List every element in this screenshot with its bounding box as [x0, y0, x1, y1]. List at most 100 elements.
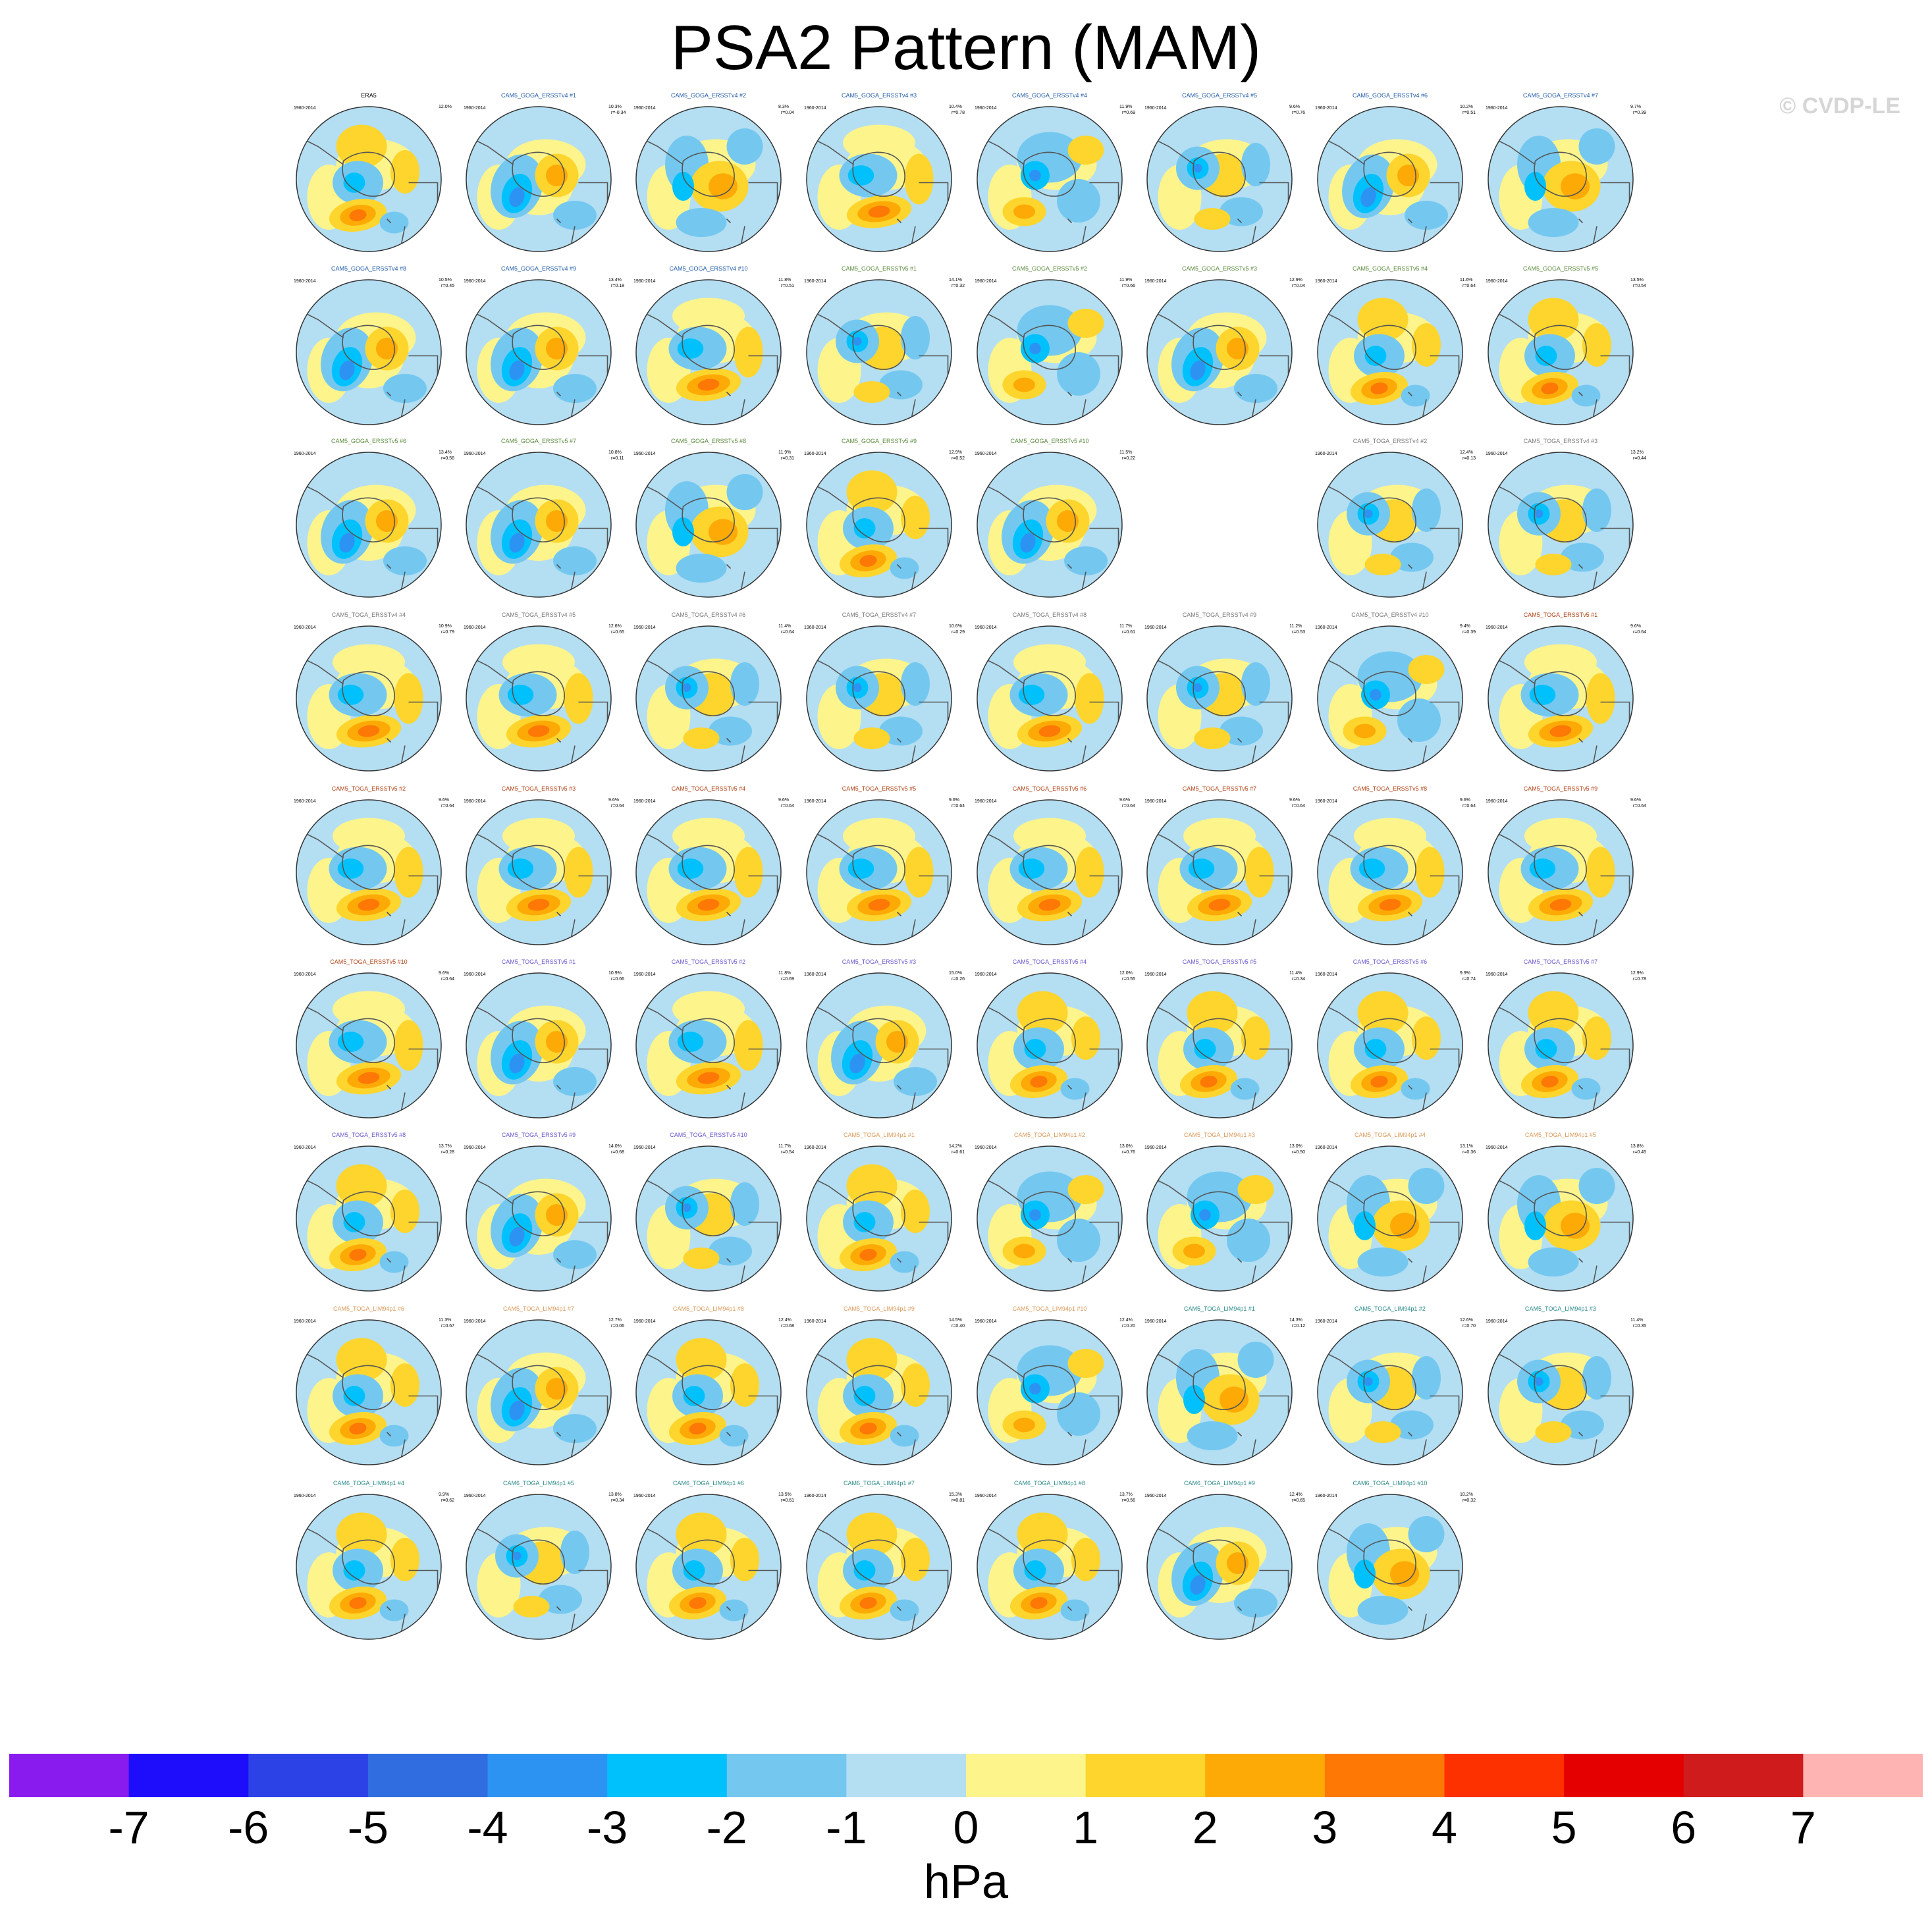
- negative-anomaly: [509, 360, 525, 381]
- negative-anomaly: [553, 1067, 597, 1096]
- panel-correlation: r=0.56: [441, 456, 454, 461]
- panel-title: CAM5_GOGA_ERSSTv4 #2: [671, 92, 746, 99]
- map-frame: [1488, 106, 1634, 252]
- australia-outline: [578, 182, 608, 205]
- map-frame: [1146, 972, 1293, 1118]
- panel-period: 1960-2014: [804, 279, 826, 284]
- new-zealand-outline: [1237, 1257, 1256, 1284]
- positive-anomaly: [1075, 847, 1104, 898]
- map-frame: [1488, 972, 1634, 1118]
- positive-anomaly: [901, 1538, 930, 1581]
- panel-title: CAM5_GOGA_ERSSTv5 #8: [671, 438, 746, 444]
- positive-anomaly: [527, 899, 550, 911]
- panel-period: 1960-2014: [464, 1319, 486, 1324]
- positive-anomaly: [1561, 173, 1590, 199]
- positive-anomaly: [349, 1597, 367, 1609]
- negative-anomaly: [890, 1599, 919, 1621]
- map-panel: CAM5_TOGA_ERSSTv5 #7 1960-2014 9.6% r=0.64: [1144, 785, 1305, 945]
- australia-outline: [408, 1395, 439, 1418]
- new-zealand-outline: [386, 391, 406, 418]
- positive-anomaly: [527, 725, 550, 737]
- colorbar: [9, 1754, 1923, 1797]
- antarctica-outline: [1023, 325, 1076, 370]
- positive-anomaly: [1549, 725, 1572, 737]
- panel-period: 1960-2014: [633, 625, 656, 630]
- new-zealand-outline: [896, 1257, 916, 1284]
- new-zealand-outline: [386, 737, 406, 764]
- panel-correlation: r=0.31: [781, 456, 794, 461]
- positive-anomaly: [349, 1249, 367, 1261]
- panel-variance: 9.6%: [439, 798, 449, 802]
- positive-anomaly: [564, 673, 593, 724]
- colorbar-segment: [1444, 1754, 1565, 1797]
- panel-period: 1960-2014: [975, 279, 997, 284]
- panel-title: CAM5_TOGA_ERSSTv5 #4: [1013, 959, 1087, 965]
- positive-anomaly: [513, 1596, 550, 1617]
- new-zealand-outline: [1407, 911, 1427, 938]
- new-zealand-outline: [1067, 564, 1087, 591]
- panel-variance: 10.4%: [949, 105, 962, 109]
- panel-period: 1960-2014: [804, 452, 826, 456]
- panel-correlation: r=0.40: [952, 1324, 965, 1328]
- panel-correlation: r=0.64: [952, 804, 965, 808]
- colorbar-tick-label: -7: [108, 1802, 149, 1853]
- panel-title: CAM5_GOGA_ERSSTv5 #9: [842, 438, 917, 444]
- australia-outline: [919, 182, 949, 205]
- new-zealand-outline: [386, 564, 406, 591]
- map-panel: CAM5_TOGA_ERSSTv5 #5 1960-2014 11.4%r=0.34: [1144, 959, 1305, 1118]
- positive-anomaly: [1237, 1175, 1274, 1204]
- australia-outline: [919, 1395, 949, 1418]
- negative-anomaly: [553, 201, 597, 230]
- positive-anomaly: [689, 1423, 707, 1434]
- negative-anomaly: [890, 1251, 919, 1273]
- map-frame: [806, 106, 952, 252]
- australia-outline: [578, 1048, 608, 1071]
- colorbar-segment: [128, 1754, 249, 1797]
- negative-anomaly: [676, 554, 727, 583]
- positive-anomaly: [1354, 723, 1376, 739]
- positive-anomaly: [333, 991, 405, 1028]
- new-zealand-outline: [1067, 1257, 1087, 1284]
- antarctica-outline: [1023, 1191, 1076, 1236]
- panel-title: CAM5_TOGA_ERSSTv4 #4: [332, 612, 406, 618]
- positive-anomaly: [868, 899, 890, 911]
- map-frame: [1146, 279, 1293, 425]
- panel-period: 1960-2014: [633, 1494, 656, 1498]
- panel-title: CAM5_GOGA_ERSSTv4 #4: [1012, 92, 1087, 99]
- positive-anomaly: [546, 1031, 568, 1053]
- panels-svg: ERA5 1960-2014 12.0% CAM5_GOGA_ERSSTv4 #1 19…: [294, 92, 1646, 1640]
- map-panel: CAM6_TOGA_LIM94p1 #4 1960-2014 9.9%r=0.62: [294, 1480, 454, 1640]
- positive-anomaly: [1586, 847, 1615, 898]
- panel-correlation: r=0.74: [1462, 977, 1476, 982]
- panel-title: CAM5_GOGA_ERSSTv5 #6: [331, 438, 406, 444]
- map-panel: CAM5_GOGA_ERSSTv5 #8 1960-2014 11.9%r=0.31: [633, 438, 794, 598]
- australia-outline: [919, 875, 949, 898]
- new-zealand-outline: [1067, 1431, 1087, 1458]
- panel-variance: 10.9%: [439, 624, 452, 629]
- map-frame: [635, 799, 782, 945]
- new-zealand-outline: [1578, 1257, 1597, 1284]
- panel-variance: 13.0%: [1119, 1144, 1133, 1149]
- panel-variance: 11.8%: [778, 278, 791, 282]
- antarctica-outline: [512, 497, 565, 542]
- panel-correlation: r=0.56: [1122, 1498, 1135, 1503]
- map-frame: [1488, 799, 1634, 945]
- antarctica-outline: [342, 671, 395, 716]
- panel-correlation: r=0.54: [1633, 284, 1646, 288]
- panel-variance: 13.4%: [439, 450, 452, 455]
- map-panel: CAM5_GOGA_ERSSTv5 #10 1960-2014 11.5%r=0.2…: [975, 438, 1135, 598]
- panel-correlation: r=0.78: [1633, 977, 1646, 982]
- panel-period: 1960-2014: [633, 972, 656, 977]
- colorbar-ticks: -7 -6 -5 -4 -3 -2 -1 0 1 2 3 4 5 6 7: [0, 1801, 1932, 1860]
- negative-anomaly: [1408, 1168, 1445, 1204]
- negative-anomaly: [1571, 1078, 1601, 1100]
- new-zealand-outline: [1578, 1431, 1597, 1458]
- positive-anomaly: [390, 1538, 419, 1581]
- map-panel: CAM5_GOGA_ERSSTv4 #2 1960-2014 8.3% r=0.04: [633, 92, 794, 252]
- map-panel: CAM5_TOGA_ERSSTv5 #4 1960-2014 12.0%r=0.55: [975, 959, 1135, 1118]
- positive-anomaly: [1412, 1016, 1441, 1060]
- australia-outline: [1600, 1395, 1630, 1418]
- panel-variance: 9.9%: [1460, 971, 1470, 976]
- australia-outline: [1430, 1221, 1460, 1244]
- map-panel: CAM5_TOGA_ERSSTv5 #8 1960-2014 9.6% r=0.64: [1315, 785, 1476, 945]
